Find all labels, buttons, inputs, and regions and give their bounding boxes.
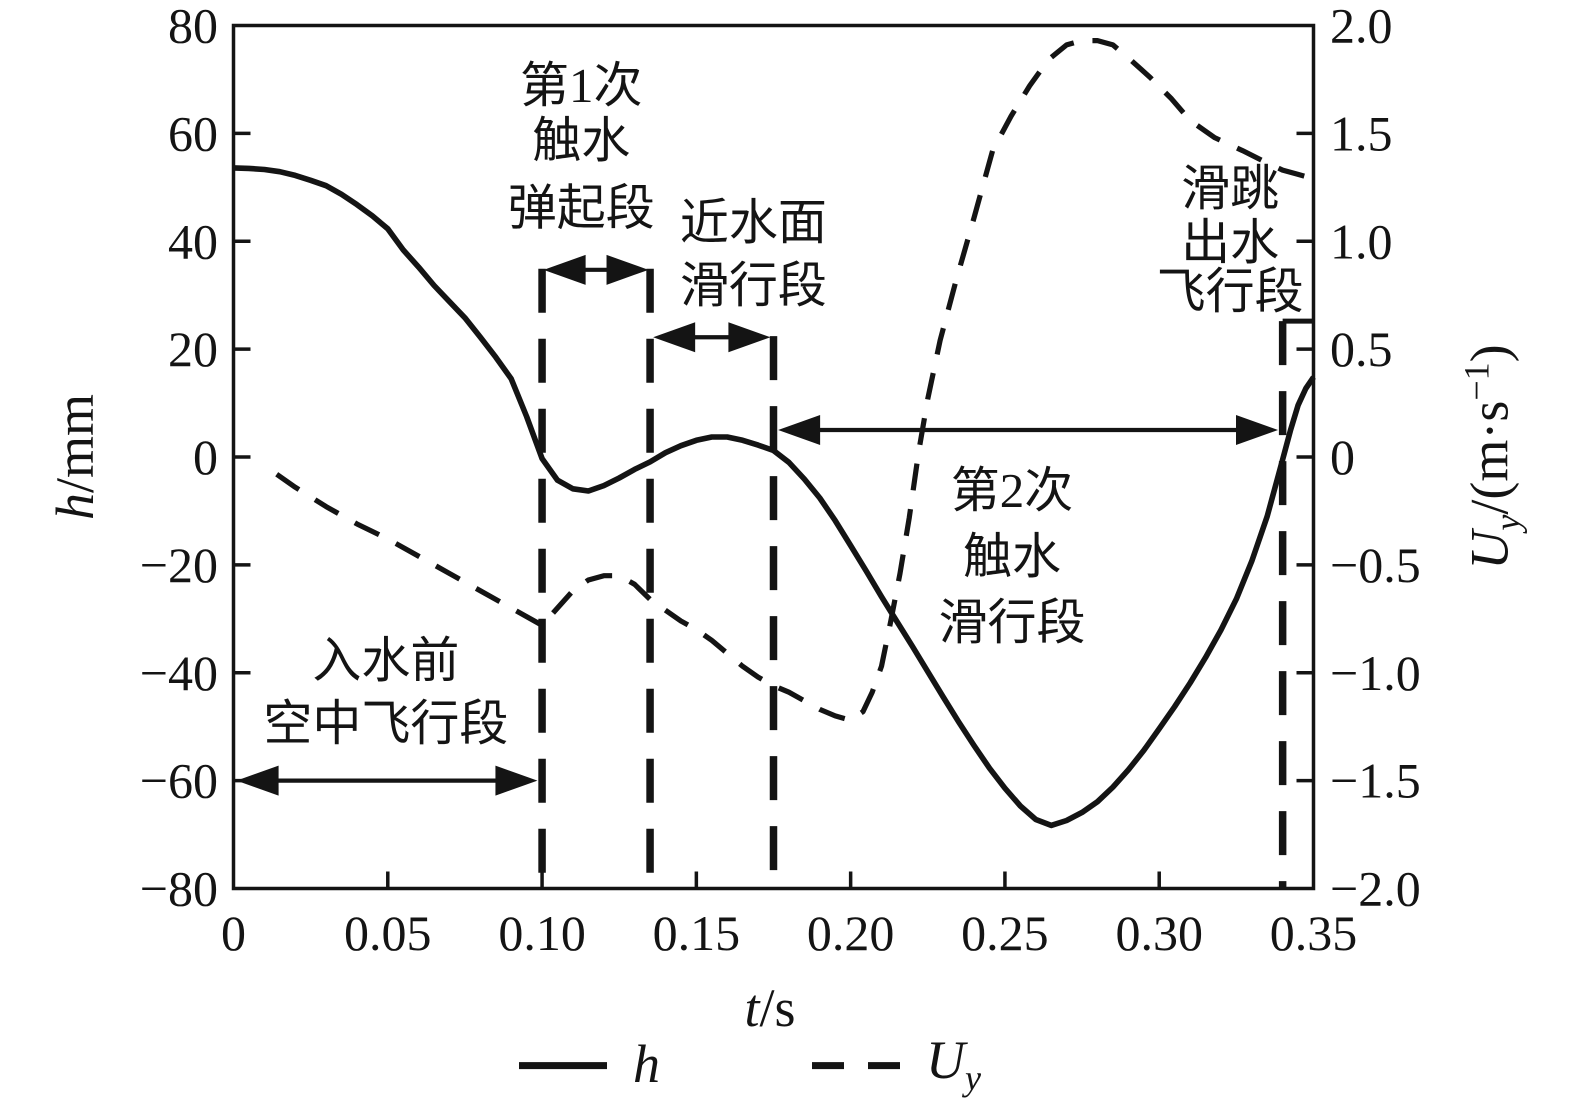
right-axis-title: Uy/(m·s−1) xyxy=(1456,344,1529,569)
x-axis-title: t/s xyxy=(744,977,795,1039)
left-tick-label-40: 40 xyxy=(168,213,218,269)
phase-first-touch-bounce-line-1: 第1次 xyxy=(520,58,643,113)
x-tick-label-0: 0 xyxy=(221,905,246,961)
arrow-second-touch-glide-head-right xyxy=(1236,415,1279,446)
phase-second-touch-glide-line-2: 触水 xyxy=(963,529,1061,584)
right-axis-variable-sub: y xyxy=(1487,514,1528,531)
left-tick-label-20: 20 xyxy=(168,321,218,377)
right-tick-label-−1.5: −1.5 xyxy=(1330,753,1421,809)
left-axis-title: h/mm xyxy=(44,394,106,520)
phase-skip-out-flight-line-2: 出水 xyxy=(1181,215,1279,270)
right-tick-label-−2.0: −2.0 xyxy=(1330,861,1421,917)
right-tick-label-0.5: 0.5 xyxy=(1330,321,1393,377)
right-axis-unit-exponent: −1 xyxy=(1456,362,1497,401)
phase-skip-out-flight-line-1: 滑跳 xyxy=(1181,161,1279,216)
phase-second-touch-glide-line-3: 滑行段 xyxy=(939,595,1086,650)
left-tick-label-80: 80 xyxy=(168,0,218,54)
x-axis-variable: t xyxy=(744,978,760,1038)
x-axis-unit: /s xyxy=(759,978,796,1038)
left-tick-label-−60: −60 xyxy=(140,753,218,809)
right-tick-label-−1.0: −1.0 xyxy=(1330,645,1421,701)
phase-first-touch-bounce-line-2: 触水 xyxy=(532,113,630,168)
left-tick-label-60: 60 xyxy=(168,105,218,161)
legend-label-uy: Uy xyxy=(926,1030,981,1098)
phase-near-surface-glide-line-2: 滑行段 xyxy=(680,258,827,313)
right-axis-unit-close: ) xyxy=(1459,344,1520,363)
x-tick-label-0.10: 0.10 xyxy=(498,905,586,961)
arrow-second-touch-glide-head-left xyxy=(778,415,821,446)
legend-swatch-h xyxy=(519,1062,608,1070)
right-axis-variable: U xyxy=(1459,530,1520,570)
x-tick-label-0.15: 0.15 xyxy=(653,905,741,961)
x-tick-label-0.05: 0.05 xyxy=(344,905,432,961)
right-tick-label-−0.5: −0.5 xyxy=(1330,537,1421,593)
h-curve xyxy=(233,165,1316,829)
Uy-curve xyxy=(275,37,1315,723)
phase-pre-entry-flight-line-1: 入水前 xyxy=(312,633,459,688)
left-tick-label-−80: −80 xyxy=(140,861,218,917)
legend-swatch-uy xyxy=(812,1062,901,1070)
left-tick-label-−20: −20 xyxy=(140,537,218,593)
phase-pre-entry-flight-line-2: 空中飞行段 xyxy=(263,696,508,751)
phase-near-surface-glide-line-1: 近水面 xyxy=(680,195,827,250)
phase-skip-out-flight-line-3: 飞行段 xyxy=(1157,264,1304,319)
left-tick-label-−40: −40 xyxy=(140,645,218,701)
x-tick-label-0.35: 0.35 xyxy=(1270,905,1358,961)
arrow-near-surface-glide-head-left xyxy=(653,322,696,353)
x-tick-label-0.30: 0.30 xyxy=(1115,905,1203,961)
phase-first-touch-bounce-line-3: 弹起段 xyxy=(508,180,655,235)
right-tick-label-0: 0 xyxy=(1330,429,1355,485)
right-axis-unit: /(m·s xyxy=(1459,400,1520,515)
right-tick-label-2.0: 2.0 xyxy=(1330,0,1393,54)
arrow-first-touch-bounce-head-right xyxy=(606,254,649,285)
legend-label-h: h xyxy=(633,1033,661,1094)
arrow-pre-entry-flight-head-left xyxy=(236,765,279,796)
x-tick-label-0.25: 0.25 xyxy=(961,905,1049,961)
legend: h Uy xyxy=(519,1029,981,1099)
phase-second-touch-glide-line-1: 第2次 xyxy=(951,463,1074,518)
arrow-first-touch-bounce-head-left xyxy=(543,254,586,285)
x-tick-label-0.20: 0.20 xyxy=(807,905,895,961)
arrow-near-surface-glide-head-right xyxy=(728,322,771,353)
left-tick-label-0: 0 xyxy=(193,429,218,485)
right-tick-label-1.0: 1.0 xyxy=(1330,213,1393,269)
left-axis-unit: /mm xyxy=(45,393,105,494)
left-axis-variable: h xyxy=(45,493,105,521)
right-tick-label-1.5: 1.5 xyxy=(1330,105,1393,161)
arrow-pre-entry-flight-head-right xyxy=(495,765,538,796)
